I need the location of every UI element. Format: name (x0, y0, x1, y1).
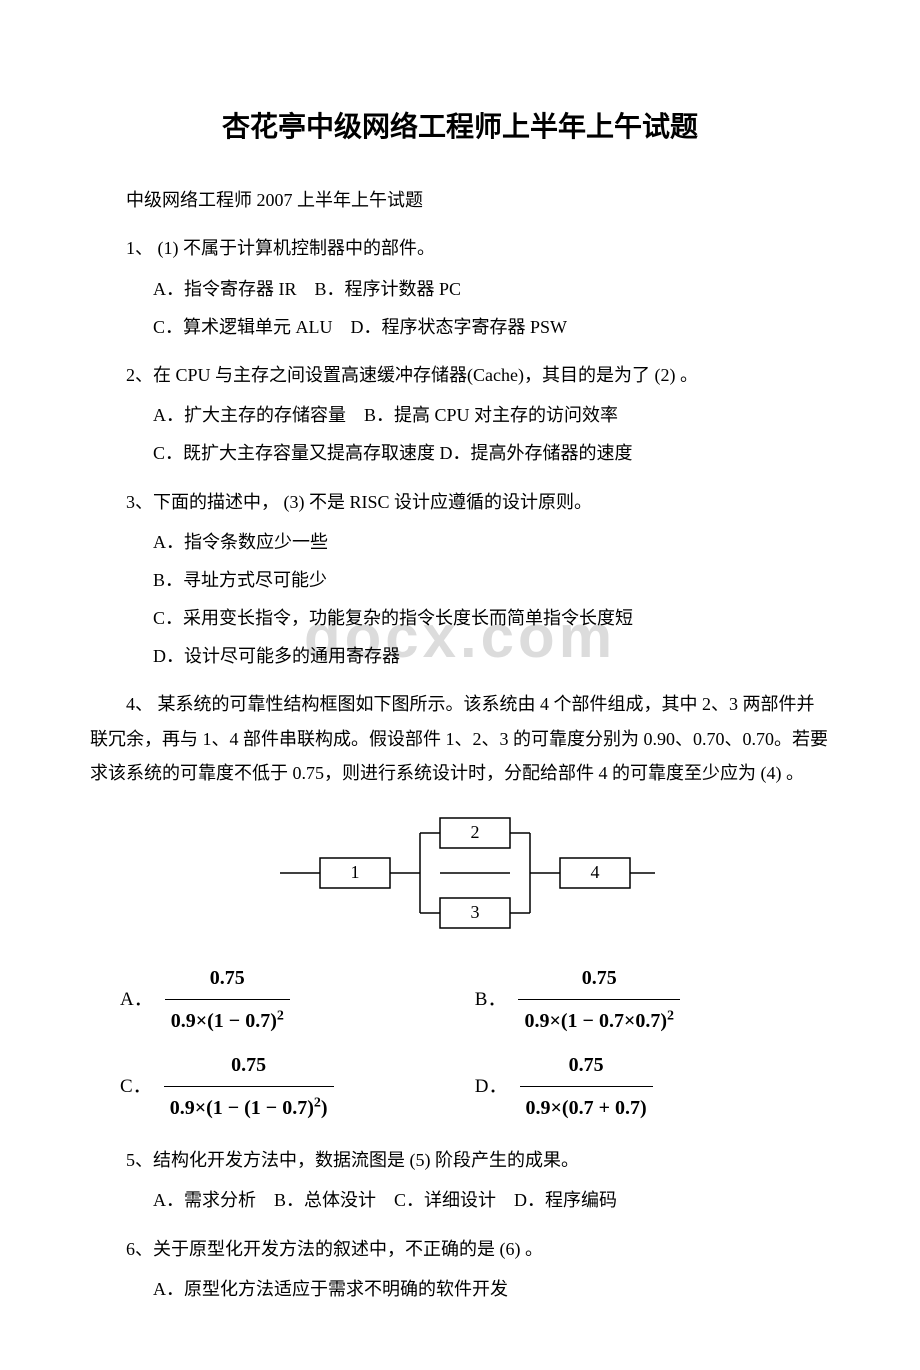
q4-option-d: D． 0.75 0.9×(0.7 + 0.7) (475, 1046, 830, 1127)
q1-option-ab: A．指令寄存器 IR B．程序计数器 PC (153, 272, 830, 306)
svg-text:3: 3 (471, 902, 480, 922)
q4-options: A． 0.75 0.9×(1 − 0.7)2 B． 0.75 0.9×(1 − … (90, 959, 830, 1127)
q4-option-a: A． 0.75 0.9×(1 − 0.7)2 (90, 959, 475, 1040)
reliability-diagram: 1 2 3 4 (90, 808, 830, 949)
watermark: docx.com (304, 580, 616, 694)
q3-option-b: B．寻址方式尽可能少 (153, 563, 830, 597)
q4-option-b: B． 0.75 0.9×(1 − 0.7×0.7)2 (475, 959, 830, 1040)
q4-stem: 4、 某系统的可靠性结构框图如下图所示。该系统由 4 个部件组成，其中 2、3 … (90, 687, 830, 790)
q3-option-d: D．设计尽可能多的通用寄存器 (153, 639, 830, 673)
q3-stem: 3、下面的描述中， (3) 不是 RISC 设计应遵循的设计原则。 (90, 485, 830, 519)
q3-option-a: A．指令条数应少一些 (153, 525, 830, 559)
q2-option-cd: C．既扩大主存容量又提高存取速度 D．提高外存储器的速度 (153, 436, 830, 470)
svg-text:4: 4 (591, 862, 600, 882)
svg-text:2: 2 (471, 822, 480, 842)
q5-stem: 5、结构化开发方法中，数据流图是 (5) 阶段产生的成果。 (90, 1143, 830, 1177)
q3-option-c: C．采用变长指令，功能复杂的指令长度长而简单指令长度短 (153, 601, 830, 635)
subtitle: 中级网络工程师 2007 上半年上午试题 (90, 183, 830, 217)
q2-stem: 2、在 CPU 与主存之间设置高速缓冲存储器(Cache)，其目的是为了 (2)… (90, 358, 830, 392)
q5-options: A．需求分析 B．总体没计 C．详细设计 D．程序编码 (153, 1183, 830, 1217)
q2-option-ab: A．扩大主存的存储容量 B．提高 CPU 对主存的访问效率 (153, 398, 830, 432)
q1-stem: 1、 (1) 不属于计算机控制器中的部件。 (90, 231, 830, 265)
q4-option-c: C． 0.75 0.9×(1 − (1 − 0.7)2) (90, 1046, 475, 1127)
svg-text:1: 1 (351, 862, 360, 882)
q6-stem: 6、关于原型化开发方法的叙述中，不正确的是 (6) 。 (90, 1232, 830, 1266)
page-title: 杏花亭中级网络工程师上半年上午试题 (90, 100, 830, 153)
q1-option-cd: C．算术逻辑单元 ALU D．程序状态字寄存器 PSW (153, 310, 830, 344)
q6-option-a: A．原型化方法适应于需求不明确的软件开发 (153, 1272, 830, 1306)
